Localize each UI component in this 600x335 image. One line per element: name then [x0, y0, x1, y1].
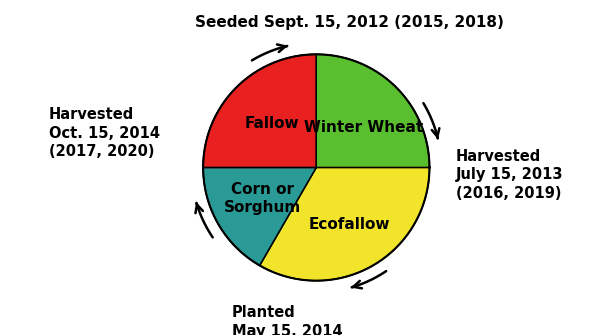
Text: Seeded Sept. 15, 2012 (2015, 2018): Seeded Sept. 15, 2012 (2015, 2018) — [196, 15, 504, 30]
Text: Fallow: Fallow — [245, 116, 299, 131]
Text: Ecofallow: Ecofallow — [308, 217, 390, 232]
Polygon shape — [260, 168, 430, 281]
Text: Harvested
Oct. 15, 2014
(2017, 2020): Harvested Oct. 15, 2014 (2017, 2020) — [49, 107, 160, 159]
Text: Winter Wheat: Winter Wheat — [304, 120, 424, 135]
Text: Corn or
Sorghum: Corn or Sorghum — [224, 183, 301, 215]
Text: Planted
May 15, 2014
(2017, 2020): Planted May 15, 2014 (2017, 2020) — [232, 305, 343, 335]
Polygon shape — [203, 168, 316, 266]
Polygon shape — [203, 54, 316, 168]
Text: Harvested
July 15, 2013
(2016, 2019): Harvested July 15, 2013 (2016, 2019) — [456, 149, 563, 201]
Polygon shape — [316, 54, 430, 168]
